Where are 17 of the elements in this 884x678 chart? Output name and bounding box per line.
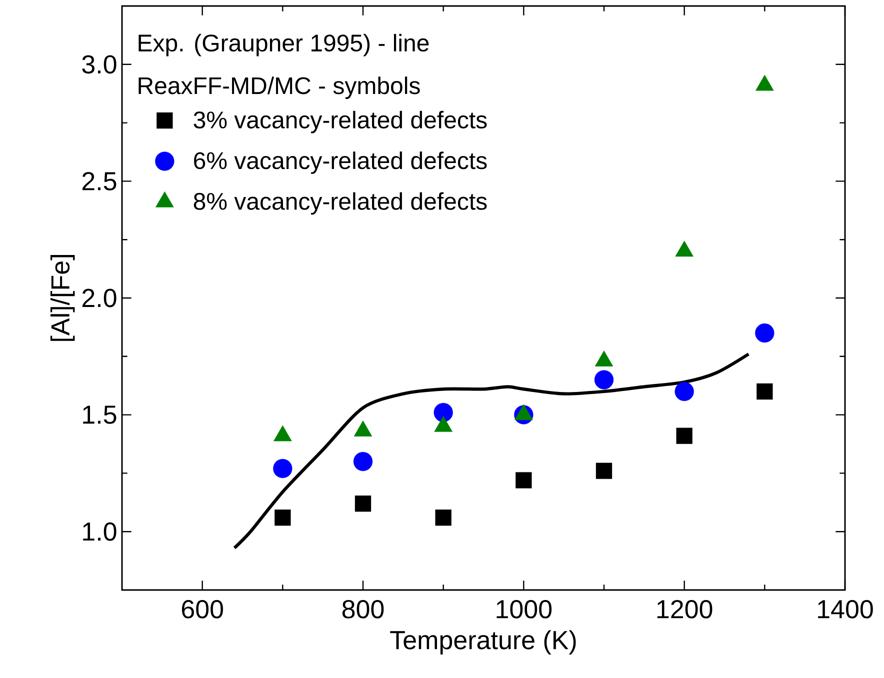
y-tick-label: 2.0 — [82, 288, 116, 308]
x-axis-title: Temperature (K) — [390, 630, 576, 654]
y-tick-label: 3.0 — [82, 55, 116, 74]
annotation: ReaxFF-MD/MC - symbols — [138, 76, 420, 99]
x-tick-label: 1000 — [496, 600, 552, 618]
x-tick-label: 800 — [342, 600, 384, 618]
x-tick-label: 1200 — [657, 600, 712, 618]
y-tick-label: 2.5 — [82, 172, 116, 190]
y-tick-label: 1.5 — [83, 406, 116, 424]
legend-label: 6% vacancy-related defects — [194, 152, 487, 174]
x-tick-label: 1400 — [818, 600, 873, 618]
annotation: Exp. (Graupner 1995) - line — [138, 34, 429, 56]
legend-label: 8% vacancy-related defects — [194, 192, 487, 215]
y-tick-label: 1.0 — [83, 522, 116, 541]
legend-label: 3% vacancy-related defects — [194, 110, 487, 134]
x-tick-label: 600 — [182, 600, 223, 618]
y-axis-title: [Al]/[Fe] — [50, 255, 75, 341]
